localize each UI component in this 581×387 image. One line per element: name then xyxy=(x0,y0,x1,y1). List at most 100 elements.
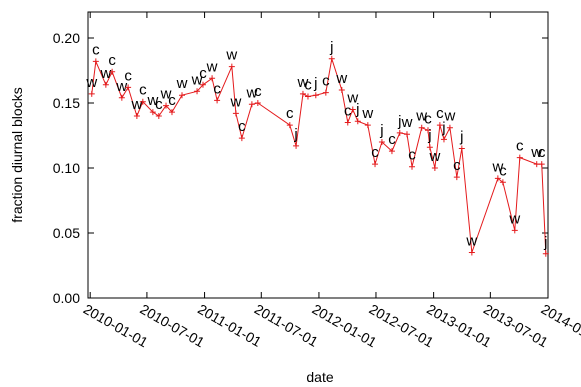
point-marker xyxy=(409,163,416,170)
point-marker xyxy=(102,81,109,88)
y-tick-label: 0.10 xyxy=(53,160,80,176)
point-annotation: w xyxy=(491,158,503,175)
point-annotation: w xyxy=(443,108,455,125)
point-marker xyxy=(516,154,523,161)
point-marker xyxy=(446,124,453,131)
y-tick-label: 0.20 xyxy=(53,30,80,46)
point-annotation: c xyxy=(304,77,312,94)
point-marker xyxy=(312,92,319,99)
point-annotation: c xyxy=(213,80,221,97)
point-marker xyxy=(458,145,465,152)
point-annotation: c xyxy=(436,105,444,122)
point-marker xyxy=(378,139,385,145)
point-annotation: w xyxy=(99,65,111,82)
point-annotation: c xyxy=(108,52,116,69)
point-marker xyxy=(209,75,216,82)
point-marker xyxy=(538,161,545,168)
point-annotation: c xyxy=(322,73,330,90)
point-marker xyxy=(238,135,245,142)
point-annotation: w xyxy=(85,74,97,91)
point-marker xyxy=(232,110,239,117)
point-marker xyxy=(125,84,132,91)
point-marker xyxy=(248,101,255,108)
point-marker xyxy=(396,129,403,136)
point-marker xyxy=(179,92,186,99)
point-annotation: j xyxy=(459,129,463,146)
point-annotation: j xyxy=(543,234,547,251)
point-marker xyxy=(542,250,549,257)
point-marker xyxy=(299,90,306,97)
point-annotation: c xyxy=(199,65,207,82)
point-marker xyxy=(403,131,410,138)
point-annotation: c xyxy=(124,67,132,84)
point-marker xyxy=(92,58,99,65)
point-marker xyxy=(118,94,125,101)
point-annotation: w xyxy=(465,233,477,250)
point-marker xyxy=(511,227,518,234)
point-annotation: w xyxy=(415,108,427,125)
point-annotation: c xyxy=(286,105,294,122)
x-tick-label: 2011-07-01 xyxy=(252,301,321,350)
point-annotation: w xyxy=(508,210,520,227)
point-marker xyxy=(354,118,361,125)
y-tick-label: 0.05 xyxy=(53,225,80,241)
plot-frame xyxy=(87,11,549,299)
point-annotation: w xyxy=(146,92,158,109)
point-marker xyxy=(344,119,351,126)
point-annotation: w xyxy=(245,84,257,101)
point-marker xyxy=(293,142,300,149)
point-annotation: c xyxy=(238,118,246,135)
y-axis-label: fraction diurnal blocks xyxy=(9,87,25,222)
point-marker xyxy=(338,87,345,93)
x-tick-label: 2010-07-01 xyxy=(137,301,207,351)
point-marker xyxy=(133,113,140,119)
point-marker xyxy=(163,102,170,109)
point-marker xyxy=(139,98,146,105)
point-marker xyxy=(440,136,447,143)
point-annotation: w xyxy=(361,105,373,122)
point-annotation: c xyxy=(92,41,100,58)
point-annotation: w xyxy=(160,86,172,103)
point-annotation: c xyxy=(254,83,262,100)
point-marker xyxy=(426,144,433,151)
point-annotation: j xyxy=(293,126,297,143)
point-annotation: w xyxy=(130,96,142,113)
point-marker xyxy=(424,127,431,134)
point-annotation: w xyxy=(206,58,218,75)
point-annotation: w xyxy=(346,90,358,107)
point-annotation: j xyxy=(329,39,333,56)
x-axis-label: date xyxy=(306,369,333,385)
point-marker xyxy=(286,122,293,129)
point-marker xyxy=(328,55,335,62)
point-marker xyxy=(533,161,540,168)
point-marker xyxy=(214,97,221,104)
point-annotation: w xyxy=(229,93,241,110)
point-annotation: c xyxy=(344,103,352,120)
point-annotation: w xyxy=(297,74,309,91)
point-marker xyxy=(322,89,329,96)
point-annotation: j xyxy=(427,127,431,144)
point-annotation: c xyxy=(499,162,507,179)
point-marker xyxy=(494,175,501,182)
point-annotation: c xyxy=(516,138,524,155)
point-annotation: c xyxy=(424,110,432,127)
point-marker xyxy=(418,124,425,131)
point-annotation: w xyxy=(335,70,347,87)
point-marker xyxy=(364,122,371,129)
point-marker xyxy=(149,109,156,116)
point-marker xyxy=(431,165,438,171)
point-marker xyxy=(436,122,443,129)
point-marker xyxy=(453,174,460,181)
point-marker xyxy=(168,109,175,116)
y-tick-label: 0.00 xyxy=(53,290,80,306)
point-annotation: w xyxy=(401,114,413,131)
point-annotation: c xyxy=(155,96,163,113)
point-marker xyxy=(499,179,506,186)
point-annotation: w xyxy=(191,71,203,88)
point-marker xyxy=(228,63,235,70)
point-marker xyxy=(109,68,116,75)
point-annotation: j xyxy=(397,113,401,130)
point-marker xyxy=(200,81,206,88)
point-marker xyxy=(304,93,311,100)
